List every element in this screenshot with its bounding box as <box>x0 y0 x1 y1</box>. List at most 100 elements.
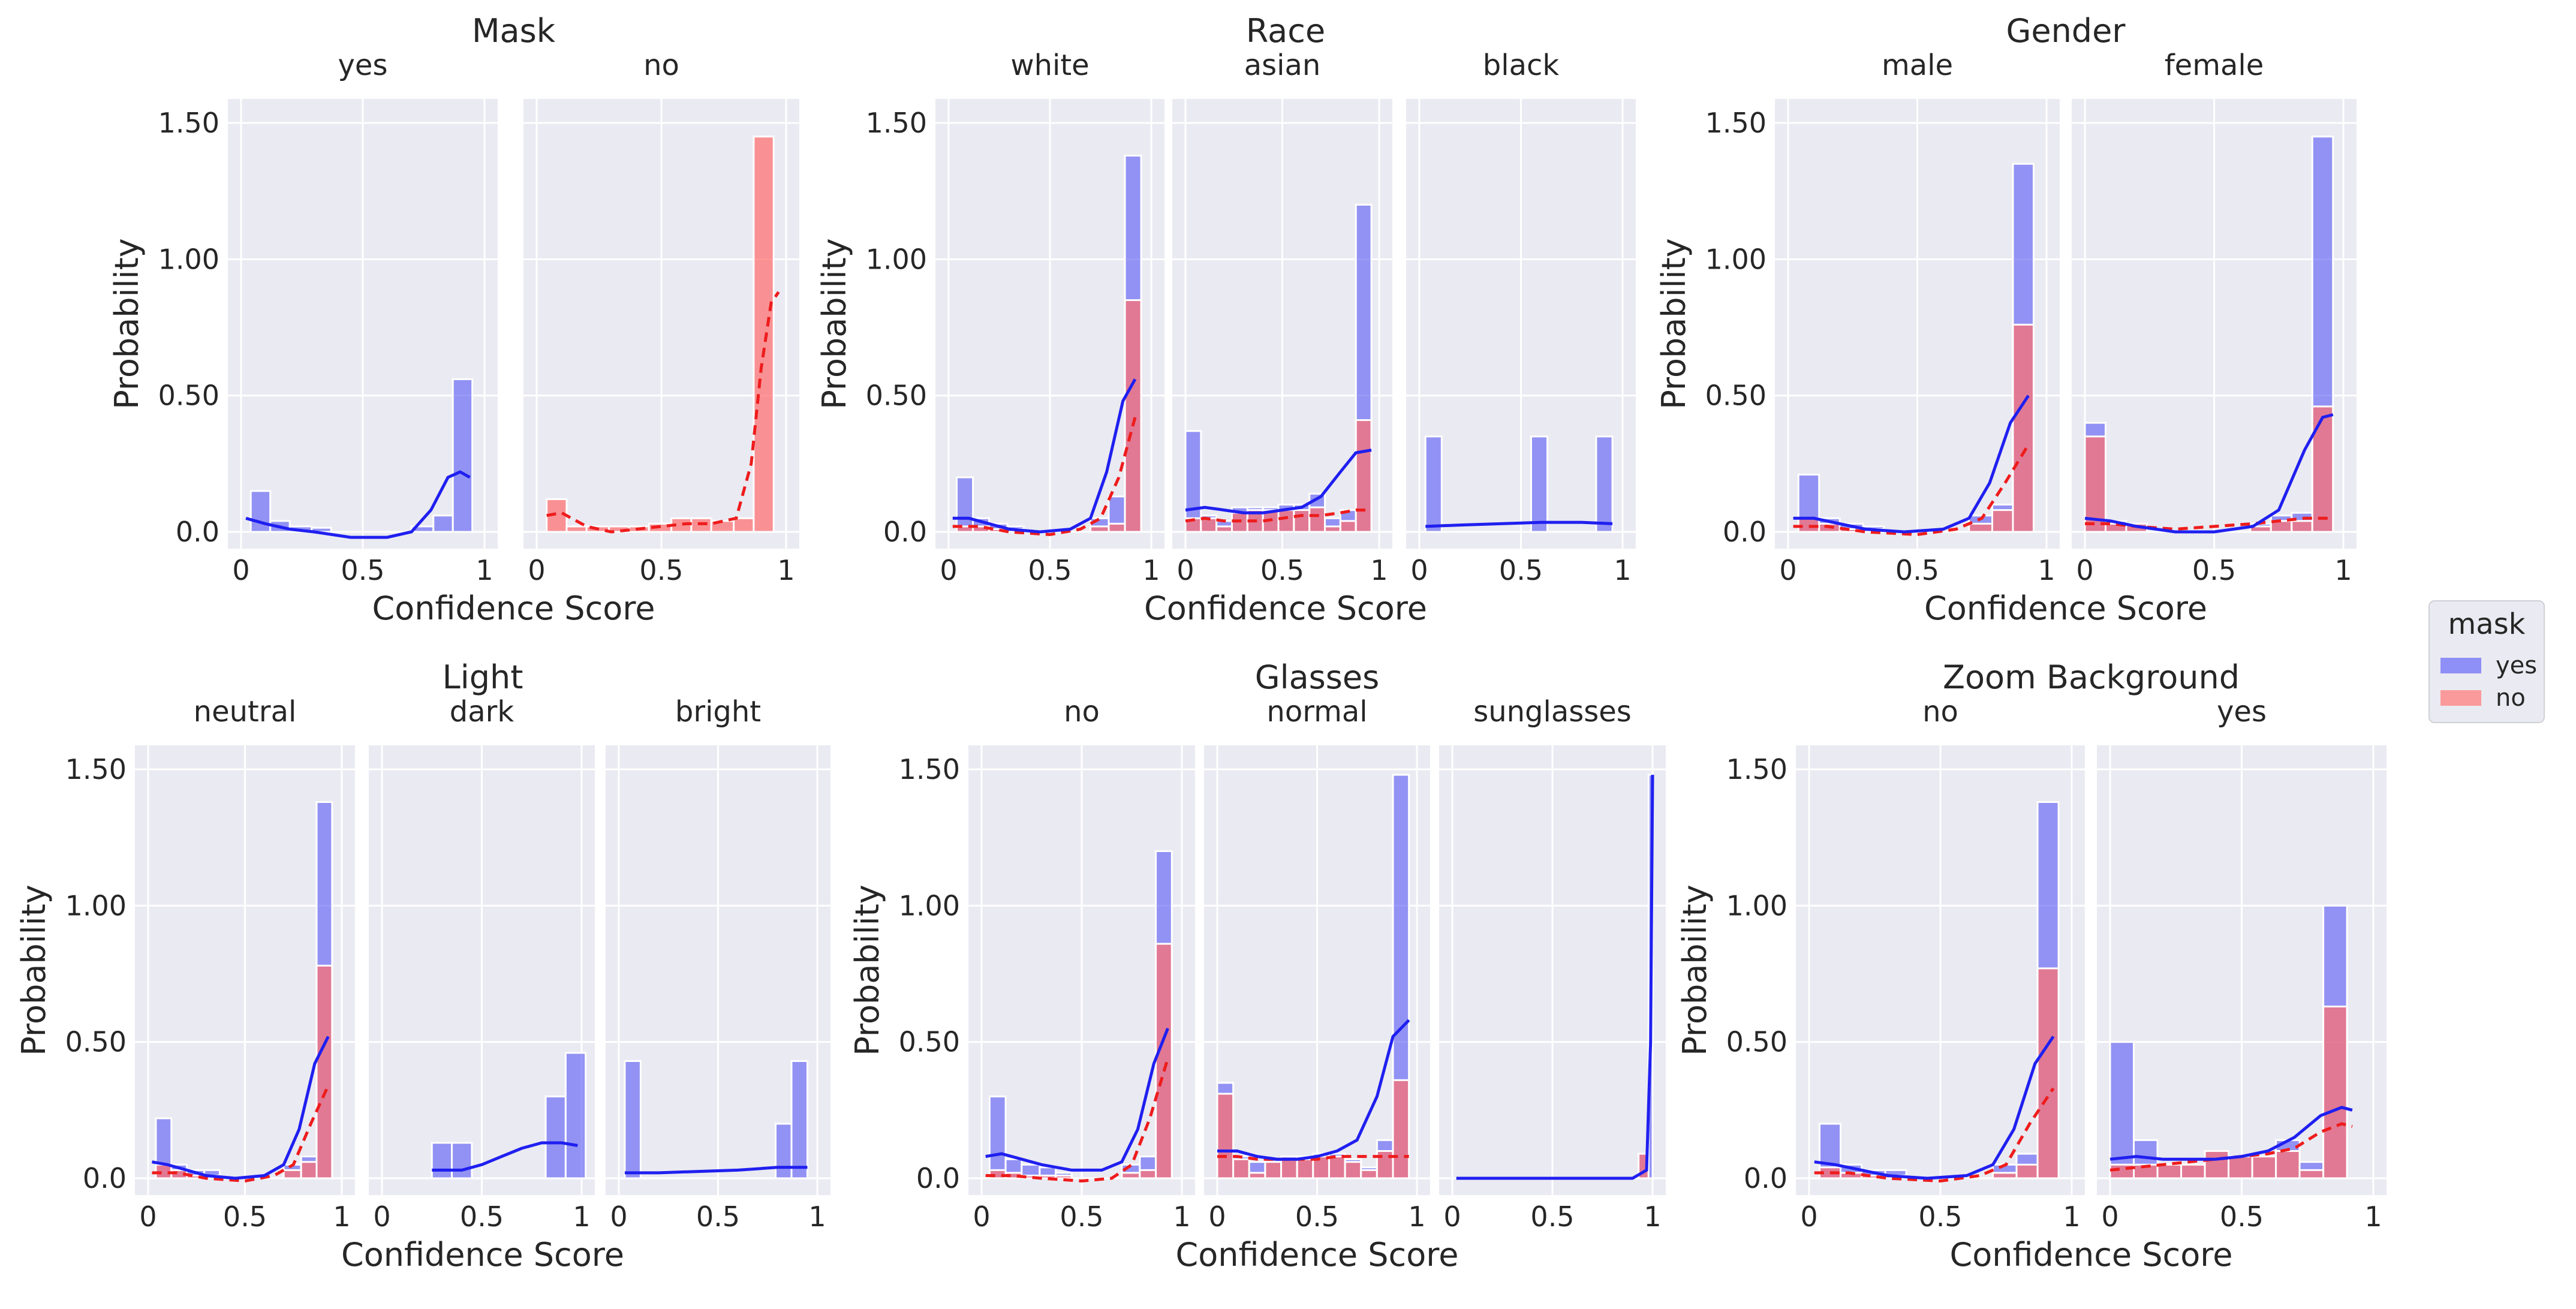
chart-1-facet-2-bar-yes-0 <box>1424 435 1443 533</box>
chart-3-facet-2-bar-yes-0 <box>624 1060 642 1179</box>
chart-5-facet-1-bar-no-2 <box>2156 1163 2183 1179</box>
chart-2-ylabel: Probability <box>1655 238 1693 409</box>
chart-1-facet-1-xtick-0: 0 <box>1176 554 1194 586</box>
chart-4-facet-2-xtick-0: 0 <box>1443 1200 1461 1233</box>
chart-4-facet-0-ytick-0: 0.0 <box>916 1162 960 1194</box>
chart-5-facet-1-bar-yes-0 <box>2109 1041 2135 1179</box>
chart-3-facet-2-kde-yes <box>624 1166 808 1175</box>
chart-4-facet-2-kde-yes <box>1456 775 1654 1180</box>
chart-1-facet-1-bar-yes-0 <box>1184 430 1202 533</box>
chart-1-facet-0-bar-yes-0 <box>956 476 974 533</box>
chart-4-facet-2-xtick-1: 0.5 <box>1530 1200 1574 1233</box>
chart-4-facet-0-bar-no-4 <box>1055 1174 1073 1179</box>
chart-1-facet-0-xtick-1: 0.5 <box>1028 554 1072 586</box>
chart-4-facet-1-bar-no-2 <box>1248 1172 1266 1179</box>
chart-2-facet-0-kde-no <box>1793 444 2030 537</box>
chart-5-facet-0-ytick-3: 1.50 <box>1726 753 1787 786</box>
chart-2-xlabel: Confidence Score <box>1924 589 2207 627</box>
chart-1-facet-1-kde-no <box>1185 508 1372 523</box>
chart-4-facet-1-bar-no-11 <box>1392 1079 1410 1179</box>
chart-3-title: Light <box>443 658 523 696</box>
chart-4-facet-1-xtick-0: 0 <box>1208 1200 1226 1233</box>
chart-4-facet-0-label: no <box>1064 695 1100 729</box>
chart-4-facet-1-bar-no-7 <box>1328 1155 1346 1179</box>
chart-3-facet-1-label: dark <box>450 695 514 729</box>
chart-1-facet-2-xtick-0: 0 <box>1410 554 1428 586</box>
chart-3-xlabel: Confidence Score <box>341 1236 624 1274</box>
chart-0-facet-0-bar-yes-6 <box>452 378 474 533</box>
chart-4-facet-2-xtick-2: 1 <box>1644 1200 1661 1233</box>
chart-4-ylabel: Probability <box>848 884 886 1055</box>
chart-2-facet-1-bar-no-0 <box>2084 435 2106 533</box>
chart-0-facet-0-ytick-2: 1.00 <box>158 243 219 275</box>
chart-4-facet-2-label: sunglasses <box>1473 695 1632 729</box>
chart-1-facet-0-kde-yes <box>952 378 1137 534</box>
chart-2-facet-0-ytick-0: 0.0 <box>1723 516 1767 548</box>
chart-2-title: Gender <box>2006 12 2126 50</box>
chart-3-facet-0-ytick-0: 0.0 <box>83 1162 127 1194</box>
chart-5-facet-1-bar-no-8 <box>2298 1169 2325 1179</box>
chart-1-facet-1-xtick-2: 1 <box>1370 554 1388 586</box>
chart-3-facet-1-bar-yes-3 <box>564 1052 587 1179</box>
chart-3-facet-0-ytick-2: 1.00 <box>65 889 127 922</box>
chart-0-facet-1-kde-no <box>546 291 780 534</box>
chart-1-facet-1-bar-no-8 <box>1308 506 1326 533</box>
chart-5-facet-0-kde-no <box>1814 1087 2055 1183</box>
chart-1-facet-2-xtick-2: 1 <box>1614 554 1631 586</box>
chart-4-facet-0-bar-no-7 <box>1155 943 1173 1179</box>
chart-0-facet-0-xtick-2: 1 <box>476 554 493 586</box>
chart-5-title: Zoom Background <box>1943 658 2240 696</box>
chart-2-facet-1-kde-yes <box>2084 413 2334 534</box>
chart-0-facet-0-ytick-3: 1.50 <box>158 107 219 139</box>
chart-0-facet-1-xtick-0: 0 <box>528 554 545 586</box>
chart-4-facet-1-bar-no-4 <box>1280 1158 1298 1179</box>
chart-2-facet-0-xtick-1: 0.5 <box>1895 554 1939 586</box>
chart-3-facet-0-bar-no-5 <box>300 1161 318 1179</box>
chart-0-facet-1-label: no <box>643 49 679 82</box>
chart-0-facet-1-bar-no-10 <box>753 136 775 533</box>
chart-0-title: Mask <box>472 12 556 50</box>
chart-1-facet-1-bar-no-2 <box>1215 525 1233 533</box>
chart-3-facet-1-bar-yes-2 <box>544 1096 567 1179</box>
chart-2-facet-0-ytick-3: 1.50 <box>1705 107 1767 139</box>
legend: mask yes no <box>2428 600 2545 723</box>
chart-1-facet-2-xtick-1: 0.5 <box>1499 554 1543 586</box>
chart-5-facet-0-label: no <box>1922 695 1958 729</box>
chart-5-facet-1-xtick-2: 1 <box>2364 1200 2382 1233</box>
chart-4-facet-0-ytick-1: 0.50 <box>899 1026 960 1058</box>
chart-0-facet-0-ytick-1: 0.50 <box>158 380 219 412</box>
chart-5-facet-1-bar-no-7 <box>2275 1150 2301 1179</box>
chart-3-facet-1-kde-yes <box>432 1141 578 1172</box>
chart-1-facet-1-bar-no-7 <box>1293 509 1311 533</box>
chart-1-facet-0-bar-no-4 <box>1090 525 1110 533</box>
chart-1-facet-1-bar-no-6 <box>1277 509 1295 533</box>
chart-0-xlabel: Confidence Score <box>372 589 655 627</box>
chart-2-facet-1-kde-no <box>2085 516 2333 531</box>
chart-2-facet-0-bar-no-4 <box>1968 522 1993 533</box>
chart-5-facet-1-bar-no-6 <box>2251 1155 2277 1179</box>
chart-2-facet-1-bar-no-5 <box>2291 520 2313 533</box>
chart-2-facet-0-bar-no-5 <box>1991 509 2014 533</box>
chart-3-facet-1-xtick-2: 1 <box>573 1200 590 1233</box>
chart-3-facet-0-xtick-1: 0.5 <box>223 1200 267 1233</box>
chart-1-facet-0-bar-no-6 <box>1124 299 1142 533</box>
chart-2-facet-0-label: male <box>1882 49 1953 82</box>
chart-4-facet-0-kde-no <box>985 1058 1169 1183</box>
chart-0-facet-0-label: yes <box>338 49 388 82</box>
chart-4-facet-0-ytick-3: 1.50 <box>899 753 960 786</box>
chart-0-facet-0-ytick-0: 0.0 <box>176 516 219 548</box>
chart-3-facet-0-xtick-0: 0 <box>139 1200 157 1233</box>
chart-3-facet-1-xtick-1: 0.5 <box>460 1200 504 1233</box>
chart-5-facet-0-ytick-1: 0.50 <box>1726 1026 1787 1058</box>
legend-label-no: no <box>2496 684 2526 712</box>
chart-4-facet-1-bar-no-0 <box>1216 1093 1235 1179</box>
chart-4-facet-1-bar-no-3 <box>1264 1161 1283 1179</box>
chart-1-xlabel: Confidence Score <box>1144 589 1427 627</box>
chart-1-facet-1-label: asian <box>1244 49 1321 82</box>
chart-3-facet-0-ytick-1: 0.50 <box>65 1026 127 1058</box>
chart-5-facet-0-kde-yes <box>1814 1036 2055 1180</box>
chart-5-facet-0-bar-no-5 <box>2015 1163 2039 1179</box>
chart-5-facet-0-xtick-2: 1 <box>2063 1200 2080 1233</box>
chart-1-facet-0-xtick-2: 1 <box>1142 554 1160 586</box>
legend-label-yes: yes <box>2496 652 2538 679</box>
